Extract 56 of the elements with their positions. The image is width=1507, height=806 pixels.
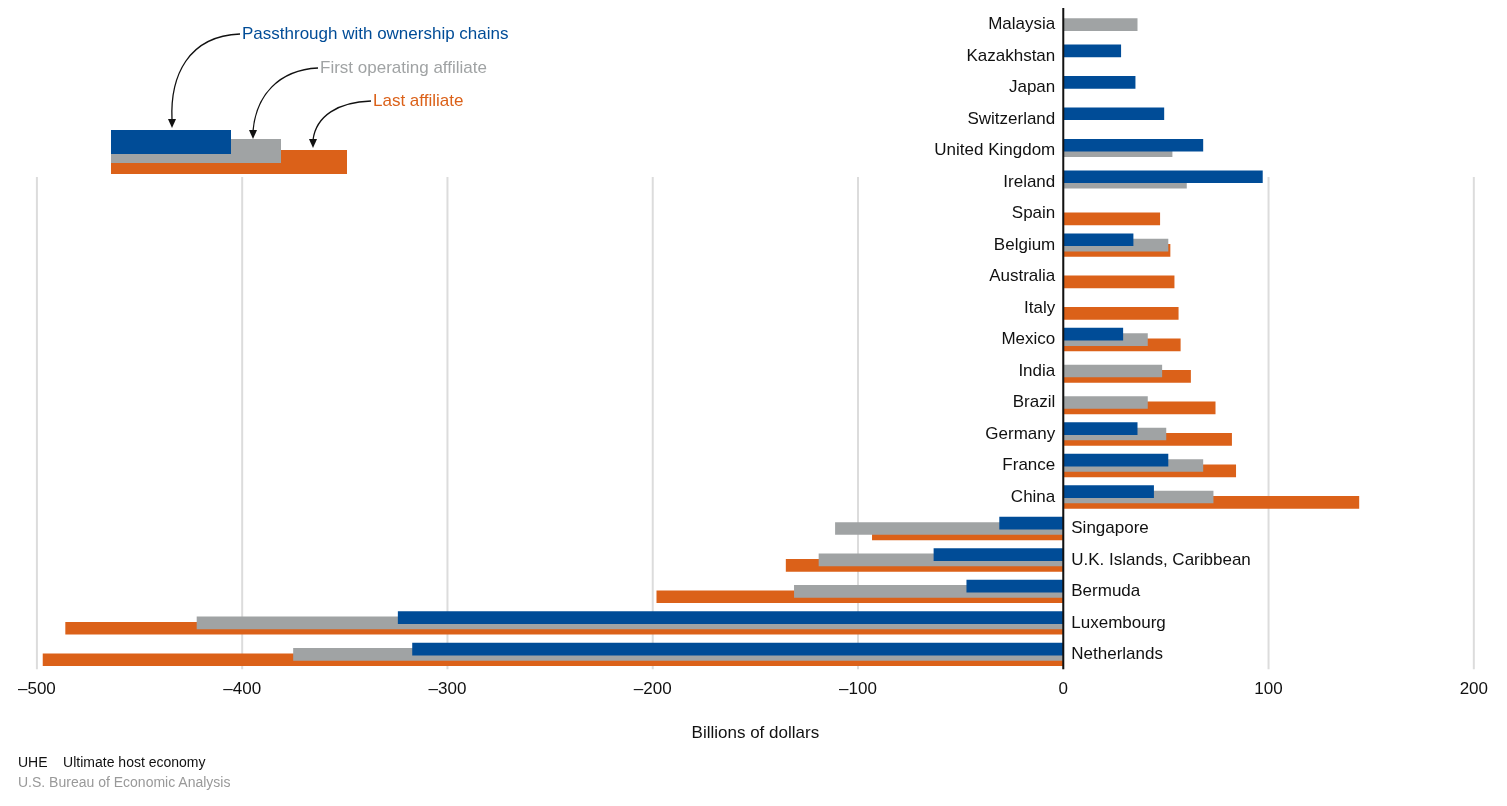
y-tick-label: Australia <box>989 266 1056 286</box>
text: Last affiliate <box>373 91 464 111</box>
bar <box>1062 107 1165 121</box>
y-tick-label: U.K. Islands, Caribbean <box>1071 549 1251 569</box>
bar <box>1062 18 1138 32</box>
y-tick-label: India <box>1018 360 1056 380</box>
y-tick-label: Ireland <box>1003 171 1056 191</box>
bar <box>397 611 1064 624</box>
x-axis-title: Billions of dollars <box>691 723 820 743</box>
y-tick-label: United Kingdom <box>934 140 1056 160</box>
text: First operating affiliate <box>320 58 487 78</box>
y-tick-label: Brazil <box>1012 392 1056 412</box>
bar <box>1062 485 1154 498</box>
y-tick-label: Italy <box>1024 297 1056 317</box>
bar <box>1062 275 1175 289</box>
y-tick-label: Mexico <box>1001 329 1056 349</box>
y-tick-label: Belgium <box>993 234 1056 254</box>
y-tick-label: Spain <box>1011 203 1056 223</box>
bar <box>1062 307 1179 320</box>
text: U.S. Bureau of Economic Analysis <box>18 774 232 790</box>
bar <box>1062 422 1138 435</box>
bar <box>1062 44 1122 58</box>
y-tick-label: Luxembourg <box>1071 612 1166 632</box>
x-tick-label: –400 <box>223 679 262 699</box>
y-tick-label: Kazakhstan <box>966 45 1056 65</box>
bar <box>412 642 1064 656</box>
y-tick-label: Germany <box>985 423 1056 443</box>
bar <box>1062 212 1161 226</box>
y-tick-label: China <box>1010 486 1056 506</box>
bar <box>1062 233 1134 247</box>
x-tick-label: –200 <box>633 679 672 699</box>
x-tick-label: –300 <box>428 679 467 699</box>
bar <box>1062 453 1169 467</box>
y-tick-label: Singapore <box>1071 518 1149 538</box>
text: UHE Ultimate host economy <box>18 754 207 770</box>
x-tick-label: 100 <box>1254 679 1283 699</box>
bar <box>1062 75 1136 89</box>
y-tick-label: Netherlands <box>1071 644 1163 664</box>
bar <box>1062 327 1124 341</box>
bar <box>966 579 1064 593</box>
y-tick-label: France <box>1002 455 1056 475</box>
x-tick-label: 0 <box>1058 679 1069 699</box>
y-tick-label: Switzerland <box>967 108 1056 128</box>
bar <box>1062 170 1263 184</box>
x-tick-label: 200 <box>1459 679 1489 699</box>
bar <box>933 548 1064 561</box>
bar <box>1062 396 1148 409</box>
x-tick-label: –500 <box>18 679 56 699</box>
bar <box>1062 364 1163 378</box>
text: Passthrough with ownership chains <box>242 24 509 44</box>
y-tick-label: Malaysia <box>988 14 1056 34</box>
x-tick-label: –100 <box>839 679 877 699</box>
bar <box>1062 138 1204 152</box>
bar <box>999 516 1064 530</box>
y-tick-label: Bermuda <box>1071 581 1141 601</box>
y-tick-label: Japan <box>1008 77 1056 97</box>
